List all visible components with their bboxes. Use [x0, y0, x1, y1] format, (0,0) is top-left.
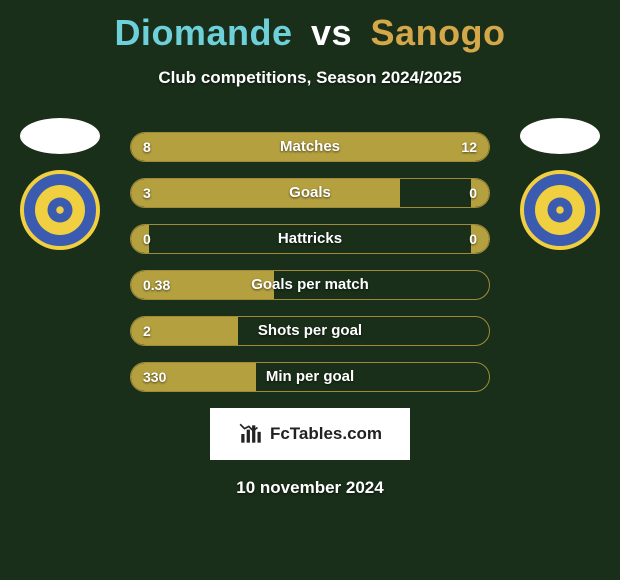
- stat-right-value: 0: [469, 225, 477, 253]
- brand-text: FcTables.com: [270, 424, 382, 444]
- brand-box: FcTables.com: [210, 408, 410, 460]
- stat-row: 0 Hattricks 0: [130, 224, 490, 254]
- chart-icon: [238, 421, 264, 447]
- player2-avatar: [520, 118, 600, 250]
- player1-head-icon: [20, 118, 100, 154]
- player2-club-badge: [520, 170, 600, 250]
- stat-row: 3 Goals 0: [130, 178, 490, 208]
- player2-name: Sanogo: [371, 12, 506, 53]
- player1-club-badge: [20, 170, 100, 250]
- date-label: 10 november 2024: [0, 478, 620, 498]
- stat-label: Min per goal: [131, 363, 489, 391]
- player1-name: Diomande: [114, 12, 292, 53]
- stat-row: 2 Shots per goal: [130, 316, 490, 346]
- stat-label: Matches: [131, 133, 489, 161]
- football-icon: [45, 195, 75, 225]
- stat-row: 0.38 Goals per match: [130, 270, 490, 300]
- player1-avatar: [20, 118, 100, 250]
- stat-right-value: 12: [461, 133, 477, 161]
- stats-bars: 8 Matches 12 3 Goals 0 0 Hattricks 0 0.3…: [130, 132, 490, 392]
- stat-row: 8 Matches 12: [130, 132, 490, 162]
- stat-label: Shots per goal: [131, 317, 489, 345]
- player2-head-icon: [520, 118, 600, 154]
- stat-row: 330 Min per goal: [130, 362, 490, 392]
- football-icon: [545, 195, 575, 225]
- subtitle: Club competitions, Season 2024/2025: [0, 68, 620, 88]
- stat-right-value: 0: [469, 179, 477, 207]
- vs-label: vs: [311, 12, 352, 53]
- stat-label: Goals: [131, 179, 489, 207]
- stat-label: Hattricks: [131, 225, 489, 253]
- page-title: Diomande vs Sanogo: [0, 0, 620, 54]
- stat-label: Goals per match: [131, 271, 489, 299]
